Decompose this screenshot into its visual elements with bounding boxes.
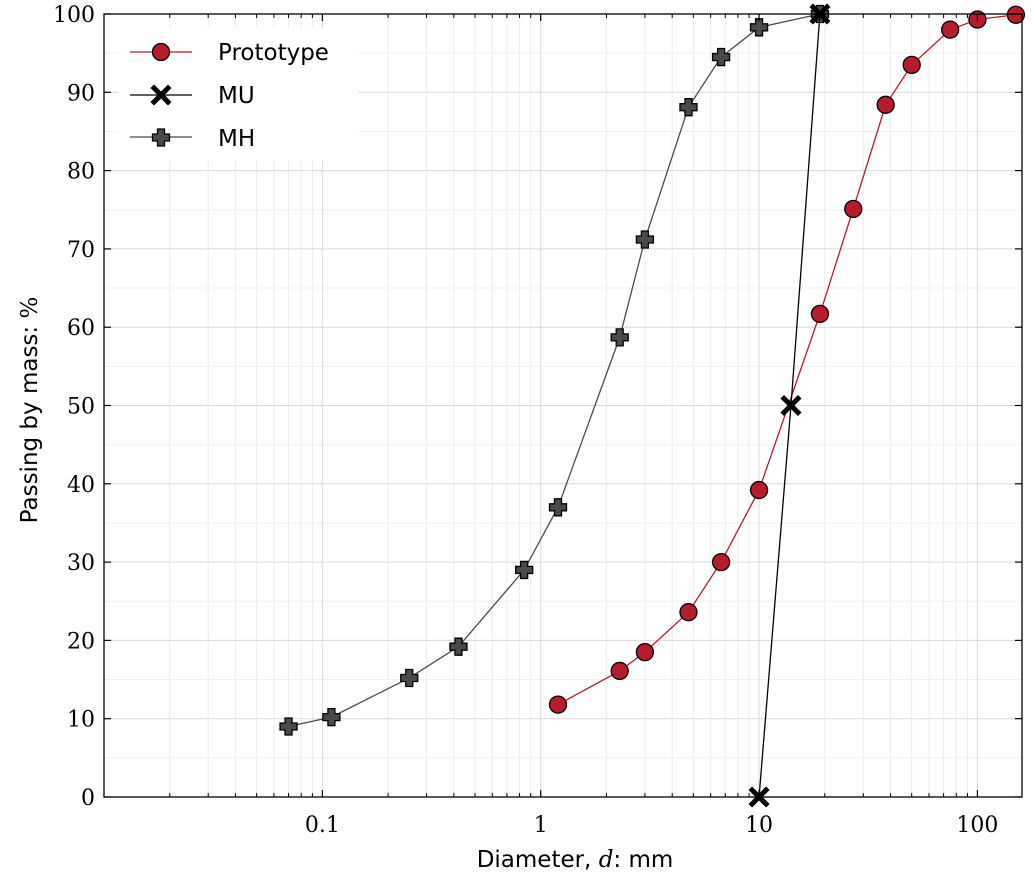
data-point-mh [749, 18, 769, 37]
data-point-prototype [1006, 5, 1026, 24]
legend-x-marker [150, 84, 172, 106]
x-tick-labels: 0.1 1 10 100 [305, 813, 999, 838]
legend: Prototype MU MH [118, 28, 358, 160]
x-tick-label: 10 [745, 813, 773, 838]
data-point-mh [635, 230, 655, 249]
x-tick-label: 0.1 [305, 813, 340, 838]
legend-plus-marker [151, 128, 171, 147]
x-tick-label: 1 [534, 813, 548, 838]
series-layer [279, 3, 1026, 808]
y-tick-label: 40 [67, 473, 95, 498]
data-point-prototype [876, 95, 895, 114]
y-tick-label: 60 [67, 316, 95, 341]
data-point-prototype [749, 480, 769, 500]
y-axis-title: Passing by mass: % [17, 297, 43, 524]
data-point-mh [610, 328, 629, 347]
legend-circle-marker [151, 42, 171, 62]
x-tick-label: 100 [956, 813, 998, 838]
x-axis-title: Diameter, d: mm [477, 847, 674, 873]
y-tick-label: 80 [67, 160, 95, 185]
legend-label-mu: MU [218, 83, 255, 109]
series-prototype [548, 5, 1026, 714]
series-line-mh [288, 13, 821, 728]
y-tick-label: 90 [67, 81, 95, 106]
data-point-prototype [810, 304, 830, 324]
data-point-prototype [679, 603, 698, 622]
legend-entry-mu: MU [130, 83, 255, 109]
y-tick-label: 10 [67, 708, 95, 733]
legend-entry-prototype: Prototype [130, 40, 329, 66]
data-point-prototype [711, 552, 731, 572]
data-point-prototype [844, 199, 863, 219]
series-mh [279, 4, 830, 736]
data-point-mh [449, 637, 468, 656]
data-point-mh [515, 560, 534, 580]
data-point-mh [279, 717, 298, 736]
data-point-mu [780, 394, 802, 417]
y-tick-label: 50 [67, 395, 95, 420]
y-tick-label: 100 [53, 3, 95, 28]
legend-label-mh: MH [218, 126, 255, 152]
data-point-prototype [940, 20, 960, 39]
y-tick-label: 20 [67, 629, 95, 654]
axis-ticks [104, 13, 1022, 798]
data-point-prototype [610, 661, 629, 681]
data-point-mh [679, 98, 698, 117]
y-tick-labels: 0 10 20 30 40 50 60 70 80 90 100 [53, 3, 95, 811]
data-point-prototype [548, 695, 568, 714]
y-tick-label: 0 [81, 786, 95, 811]
legend-label-prototype: Prototype [218, 40, 329, 66]
data-point-mh [548, 498, 568, 517]
y-tick-label: 70 [67, 238, 95, 263]
data-point-mh [711, 47, 731, 67]
data-point-mh [400, 668, 419, 688]
data-point-prototype [902, 55, 921, 75]
y-tick-label: 30 [67, 551, 95, 576]
legend-entry-mh: MH [130, 126, 255, 152]
data-point-mh [322, 707, 341, 727]
data-point-prototype [635, 642, 655, 662]
